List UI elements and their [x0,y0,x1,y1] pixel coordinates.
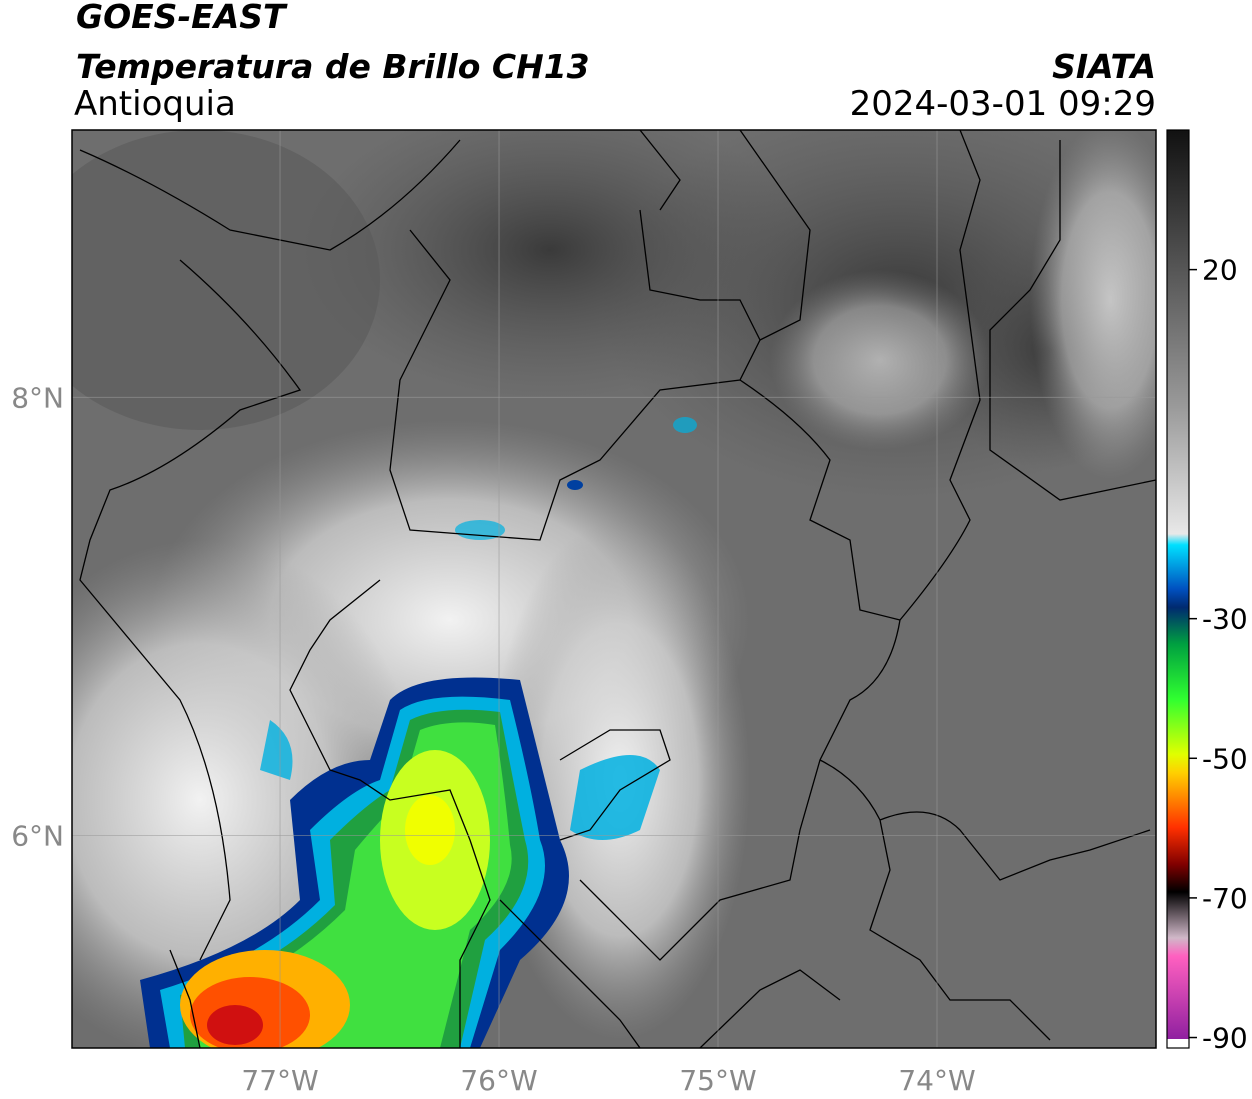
x-tick-label: 75°W [679,1064,756,1097]
colorbar-tick-label: -50 [1202,742,1248,775]
y-tick-label: 6°N [11,819,64,852]
title: GOES-EAST [76,0,288,36]
subtitle: Temperatura de Brillo CH13 [76,47,590,86]
x-tick-label: 76°W [460,1064,537,1097]
colorbar-tick-label: -70 [1202,882,1248,915]
colorbar [1166,129,1190,1049]
graticule [72,130,1156,1048]
colorbar-tick-label: -90 [1202,1022,1248,1055]
colorbar-tick-label: 20 [1202,254,1238,287]
source: SIATA [1052,47,1156,86]
datetime: 2024-03-01 09:29 [850,84,1156,124]
x-tick-label: 74°W [898,1064,975,1097]
y-tick-label: 8°N [11,381,64,414]
region: Antioquia [74,84,236,124]
satellite-image [72,130,1156,1048]
x-tick-label: 77°W [241,1064,318,1097]
map-frame [71,129,1157,1049]
colorbar-tick-label: -30 [1202,603,1248,636]
